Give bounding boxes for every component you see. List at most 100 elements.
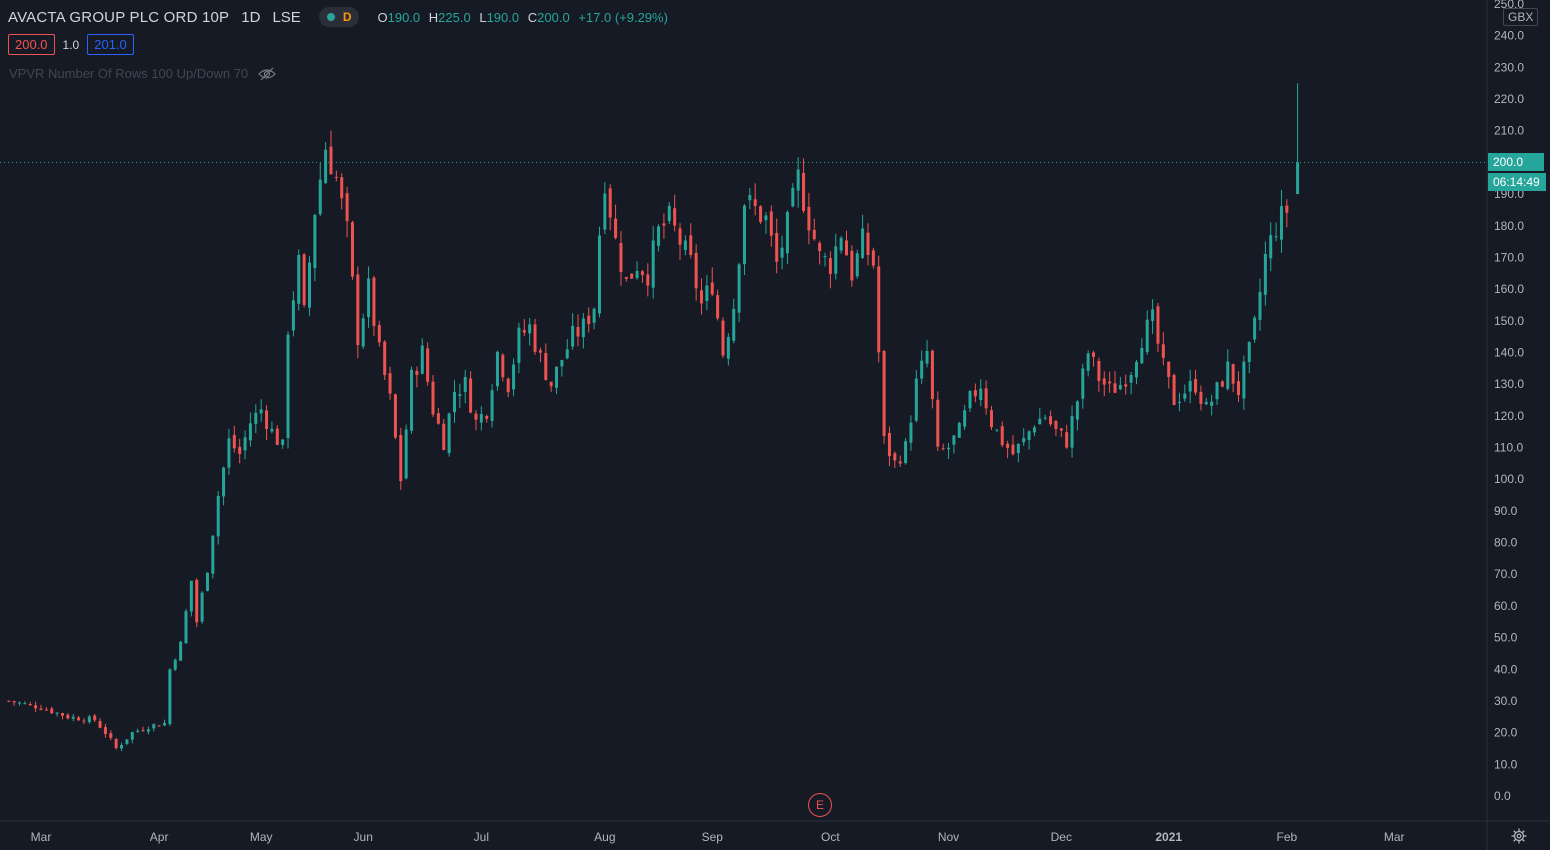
candle-body xyxy=(1215,382,1219,400)
candle-body xyxy=(667,205,671,222)
candle-body xyxy=(447,413,451,454)
bid-price-button[interactable]: 200.0 xyxy=(8,34,55,55)
candle-body xyxy=(109,733,113,738)
candle-body xyxy=(1118,384,1122,390)
interval-label[interactable]: 1D xyxy=(241,8,261,26)
candle-body xyxy=(732,308,736,341)
candle-body xyxy=(329,146,333,175)
candle-body xyxy=(522,329,526,333)
candle-body xyxy=(1011,444,1015,455)
candle-body xyxy=(308,262,311,308)
candle-body xyxy=(544,353,548,380)
candle-body xyxy=(1092,352,1096,357)
candle-body xyxy=(630,273,634,279)
candle-body xyxy=(1038,418,1042,425)
y-tick-label: 60.0 xyxy=(1494,599,1518,613)
gear-icon[interactable] xyxy=(1511,828,1527,844)
candle-body xyxy=(77,717,81,721)
candle-body xyxy=(791,187,795,207)
candle-body xyxy=(861,228,865,258)
candle-body xyxy=(592,308,596,323)
candle-body xyxy=(495,351,499,387)
earnings-marker[interactable]: E xyxy=(808,793,832,817)
candle-body xyxy=(930,350,934,400)
vpvr-label: VPVR Number Of Rows 100 Up/Down 70 xyxy=(9,66,249,81)
symbol-name[interactable]: AVACTA GROUP PLC ORD 10P xyxy=(8,8,230,26)
y-tick-label: 160.0 xyxy=(1494,282,1524,296)
candle-body xyxy=(184,611,188,644)
candle-body xyxy=(614,218,618,238)
candle-body xyxy=(1075,401,1079,420)
candle-body xyxy=(759,206,763,222)
candle-body xyxy=(893,453,897,461)
candle-body xyxy=(1231,363,1235,384)
candle-body xyxy=(807,206,811,231)
candle-body xyxy=(125,739,129,744)
ask-price-button[interactable]: 201.0 xyxy=(87,34,134,55)
candle-body xyxy=(334,176,338,178)
hidden-eye-icon[interactable] xyxy=(258,67,277,81)
candle-body xyxy=(753,199,757,207)
candle-body xyxy=(426,348,430,382)
candle-body xyxy=(855,253,859,277)
candle-body xyxy=(834,246,838,274)
market-status[interactable]: D xyxy=(318,7,360,27)
candle-body xyxy=(442,423,446,451)
indicator-legend[interactable]: VPVR Number Of Rows 100 Up/Down 70 xyxy=(9,66,277,81)
candle-body xyxy=(415,370,419,375)
y-tick-label: 110.0 xyxy=(1494,441,1523,455)
candle-body xyxy=(538,350,542,353)
candle-body xyxy=(989,410,993,428)
candle-body xyxy=(12,701,16,703)
candle-body xyxy=(103,727,107,735)
candle-body xyxy=(1296,162,1300,195)
candle-body xyxy=(506,378,510,393)
candle-body xyxy=(248,423,252,441)
candle-body xyxy=(957,423,961,438)
x-tick-label: May xyxy=(250,830,273,844)
candle-body xyxy=(1279,206,1283,240)
candle-body xyxy=(34,705,38,709)
candle-body xyxy=(1022,437,1026,443)
candle-body xyxy=(635,271,639,278)
candle-body xyxy=(404,429,408,479)
candle-body xyxy=(769,211,773,236)
candle-body xyxy=(1253,317,1257,340)
candle-body xyxy=(748,195,752,201)
candle-body xyxy=(866,232,870,255)
candle-body xyxy=(565,349,569,359)
currency-badge[interactable]: GBX xyxy=(1503,8,1539,26)
candle-body xyxy=(189,580,193,612)
candle-body xyxy=(393,394,397,438)
spread-value: 1.0 xyxy=(62,37,80,52)
y-tick-label: 120.0 xyxy=(1494,409,1524,423)
candle-body xyxy=(1247,341,1251,363)
candle-body xyxy=(130,732,134,740)
candle-body xyxy=(340,177,344,199)
time-axis[interactable]: Mar Apr May Jun Jul Aug Sep Oct Nov Dec 2021 Feb Mar xyxy=(0,820,1550,844)
candle-body xyxy=(372,277,376,327)
candle-body xyxy=(39,708,43,710)
y-tick-label: 150.0 xyxy=(1494,314,1524,328)
candle-body xyxy=(887,432,891,457)
price-axis[interactable]: 0.0 10.0 20.0 30.0 40.0 50.0 60.0 70.0 80.0 90.0 1… xyxy=(1486,0,1524,850)
candle-body xyxy=(576,326,580,337)
candle-body xyxy=(324,149,328,184)
candle-body xyxy=(297,254,301,304)
candle-body xyxy=(254,412,258,425)
candle-body xyxy=(356,274,360,346)
candle-body xyxy=(963,410,967,427)
x-tick-label: Mar xyxy=(31,830,52,844)
candle-body xyxy=(18,702,22,704)
x-tick-label: 2021 xyxy=(1155,830,1182,844)
y-tick-label: 50.0 xyxy=(1494,631,1518,645)
y-tick-label: 240.0 xyxy=(1494,29,1524,43)
ohlc-values: O190.0 H225.0 L190.0 C200.0 +17.0 (+9.29… xyxy=(377,10,667,25)
candle-body xyxy=(920,360,924,379)
candle-body xyxy=(1161,344,1165,358)
candle-body xyxy=(1172,374,1176,406)
candle-body xyxy=(785,212,789,254)
candle-body xyxy=(23,703,27,705)
